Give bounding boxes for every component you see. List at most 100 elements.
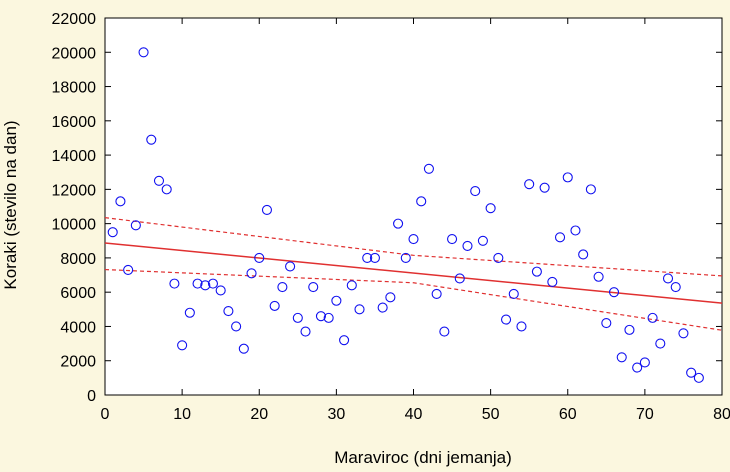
data-point <box>184 307 195 318</box>
y-tick-label: 16000 <box>52 114 97 131</box>
data-point <box>261 204 273 215</box>
data-point <box>655 338 666 349</box>
ci-lower-line <box>104 268 723 331</box>
data-point <box>439 326 450 337</box>
data-point <box>416 196 427 207</box>
data-point <box>346 280 357 291</box>
data-point <box>254 252 265 263</box>
regression-line-group <box>104 242 723 304</box>
data-point <box>200 280 211 291</box>
data-point <box>624 324 635 335</box>
data-point <box>400 252 411 263</box>
data-point <box>539 182 550 193</box>
x-tick-label: 70 <box>636 406 654 423</box>
data-point <box>562 172 573 183</box>
data-point <box>531 266 542 277</box>
data-point <box>462 240 473 251</box>
confidence-bands <box>104 217 723 331</box>
y-tick-label: 6000 <box>60 285 96 302</box>
data-point <box>670 281 681 293</box>
data-point <box>447 234 458 245</box>
data-point <box>269 300 280 311</box>
data-point <box>285 261 296 272</box>
data-point <box>639 357 650 368</box>
data-point <box>354 304 365 315</box>
data-point <box>223 305 234 317</box>
data-points <box>107 47 704 383</box>
x-axis-title: Maraviroc (dni jemanja) <box>334 448 512 467</box>
data-point <box>300 326 311 337</box>
data-point <box>215 285 226 296</box>
data-point <box>524 179 535 190</box>
plot-area <box>104 17 723 396</box>
y-tick-label: 10000 <box>52 217 97 234</box>
data-point <box>477 235 488 246</box>
data-point <box>292 312 303 323</box>
data-point <box>508 288 519 299</box>
data-point <box>238 343 249 354</box>
y-tick-label: 18000 <box>52 80 97 97</box>
data-point <box>369 252 380 263</box>
data-point <box>570 225 581 236</box>
data-point <box>686 367 697 378</box>
y-tick-label: 22000 <box>52 11 97 28</box>
x-tick-label: 50 <box>482 406 500 423</box>
data-point <box>377 302 388 313</box>
data-point <box>608 287 620 298</box>
y-tick-label: 12000 <box>52 182 97 199</box>
data-point <box>585 184 596 195</box>
data-point <box>470 186 481 197</box>
data-point <box>123 264 134 275</box>
data-point <box>408 234 419 245</box>
data-point <box>362 252 373 263</box>
x-tick-label: 80 <box>713 406 730 423</box>
data-point <box>485 203 496 214</box>
data-point <box>393 218 404 229</box>
data-point <box>547 276 558 287</box>
x-tick-label: 40 <box>405 406 423 423</box>
data-point <box>578 249 589 260</box>
data-point <box>516 321 527 332</box>
data-point <box>169 278 180 289</box>
data-point <box>231 321 242 332</box>
data-point <box>454 273 465 284</box>
data-point <box>161 184 172 195</box>
data-point <box>616 352 627 363</box>
data-point <box>339 335 350 346</box>
data-point <box>693 372 704 383</box>
data-point <box>662 273 674 284</box>
data-point <box>246 268 257 279</box>
data-point <box>146 134 157 145</box>
x-tick-label: 20 <box>250 406 268 423</box>
regression-line <box>104 242 723 304</box>
y-axis-ticks: 0 2000 4000 6000 8000 10000 12000 14000 16000 180… <box>52 11 722 405</box>
data-point <box>493 252 504 263</box>
data-point <box>177 340 188 351</box>
x-tick-label: 60 <box>559 406 577 423</box>
data-point <box>138 47 149 58</box>
data-point <box>331 295 342 306</box>
data-point <box>207 278 219 289</box>
y-tick-label: 2000 <box>60 354 96 371</box>
data-point <box>593 271 604 282</box>
y-tick-label: 8000 <box>60 251 96 268</box>
data-point <box>423 163 434 174</box>
y-axis-title: Koraki (stevilo na dan) <box>1 120 20 289</box>
data-point <box>153 175 165 186</box>
x-tick-label: 30 <box>327 406 345 423</box>
x-tick-label: 10 <box>173 406 191 423</box>
x-tick-label: 0 <box>101 406 110 423</box>
data-point <box>431 288 442 299</box>
data-point <box>601 317 612 329</box>
data-point <box>647 312 658 323</box>
data-point <box>678 328 689 339</box>
data-point <box>554 232 566 243</box>
data-point <box>632 362 643 373</box>
ci-upper-line <box>104 217 723 277</box>
data-point <box>323 312 334 323</box>
data-point <box>192 278 203 289</box>
data-point <box>107 227 118 238</box>
data-point <box>385 292 396 303</box>
y-tick-label: 14000 <box>52 148 97 165</box>
